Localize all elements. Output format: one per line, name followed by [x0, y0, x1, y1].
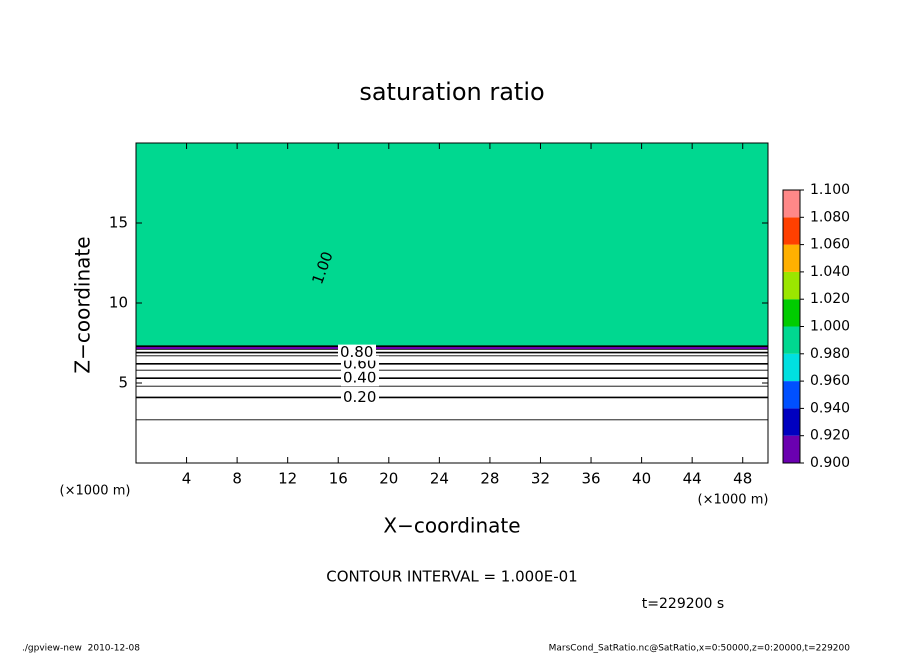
chart-title: saturation ratio [359, 78, 544, 106]
colorbar-cell [783, 326, 800, 354]
colorbar-cell [783, 381, 800, 409]
x-tick-label: 20 [379, 470, 398, 488]
time-label: t=229200 s [642, 596, 724, 612]
field-band [136, 346, 768, 350]
field-band [136, 352, 768, 356]
field-band [136, 349, 768, 353]
colorbar-tick-label: 1.020 [810, 291, 850, 307]
colorbar-cell [783, 244, 800, 272]
colorbar-cell [783, 190, 800, 218]
field-band [136, 370, 768, 379]
y-tick-label: 5 [118, 374, 128, 392]
field-band [136, 397, 768, 420]
y-axis-label: Z−coordinate [71, 236, 95, 373]
x-unit-label: (×1000 m) [60, 484, 131, 499]
x-unit-label: (×1000 m) [698, 493, 769, 508]
colorbar-cell [783, 299, 800, 327]
footer-left: ./gpview-new 2010-12-08 [22, 644, 140, 654]
x-tick-label: 44 [683, 470, 702, 488]
colorbar-cell [783, 408, 800, 436]
x-tick-label: 48 [733, 470, 752, 488]
colorbar-tick-label: 0.980 [810, 346, 850, 362]
contour-label-bg [341, 370, 379, 387]
footer-right: MarsCond_SatRatio.nc@SatRatio,x=0:50000,… [549, 644, 851, 654]
colorbar-tick-label: 1.080 [810, 209, 850, 225]
x-tick-label: 4 [182, 470, 192, 488]
x-axis-label: X−coordinate [383, 514, 520, 538]
y-tick-label: 10 [109, 294, 128, 312]
contour-label: 0.20 [343, 388, 376, 406]
contour-label-bg [341, 389, 379, 406]
contour-label: 0.40 [343, 369, 376, 387]
x-tick-label: 36 [581, 470, 600, 488]
field-band [136, 378, 768, 387]
colorbar-tick-label: 0.960 [810, 373, 850, 389]
contour-interval: CONTOUR INTERVAL = 1.000E-01 [326, 568, 577, 586]
x-tick-label: 16 [329, 470, 348, 488]
colorbar-cell [783, 353, 800, 382]
colorbar-tick-label: 1.100 [810, 182, 850, 198]
colorbar-tick-label: 1.000 [810, 319, 850, 335]
colorbar-cell [783, 271, 800, 300]
colorbar-tick-label: 1.040 [810, 264, 850, 280]
field-band [136, 363, 768, 371]
field-band [136, 386, 768, 398]
x-tick-label: 28 [480, 470, 499, 488]
y-tick-label: 15 [109, 214, 128, 232]
colorbar-cell [783, 435, 800, 463]
colorbar-cell [783, 217, 800, 245]
x-tick-label: 40 [632, 470, 651, 488]
field-region [136, 143, 768, 347]
contour-label: 0.80 [340, 343, 373, 361]
field-band [136, 355, 768, 364]
contour-label-bg [338, 344, 376, 361]
colorbar-tick-label: 1.060 [810, 237, 850, 253]
x-tick-label: 12 [278, 470, 297, 488]
x-tick-label: 32 [531, 470, 550, 488]
colorbar-tick-label: 0.900 [810, 455, 850, 471]
colorbar-tick-label: 0.920 [810, 428, 850, 444]
colorbar-tick-label: 0.940 [810, 400, 850, 416]
x-tick-label: 24 [430, 470, 449, 488]
x-tick-label: 8 [232, 470, 242, 488]
